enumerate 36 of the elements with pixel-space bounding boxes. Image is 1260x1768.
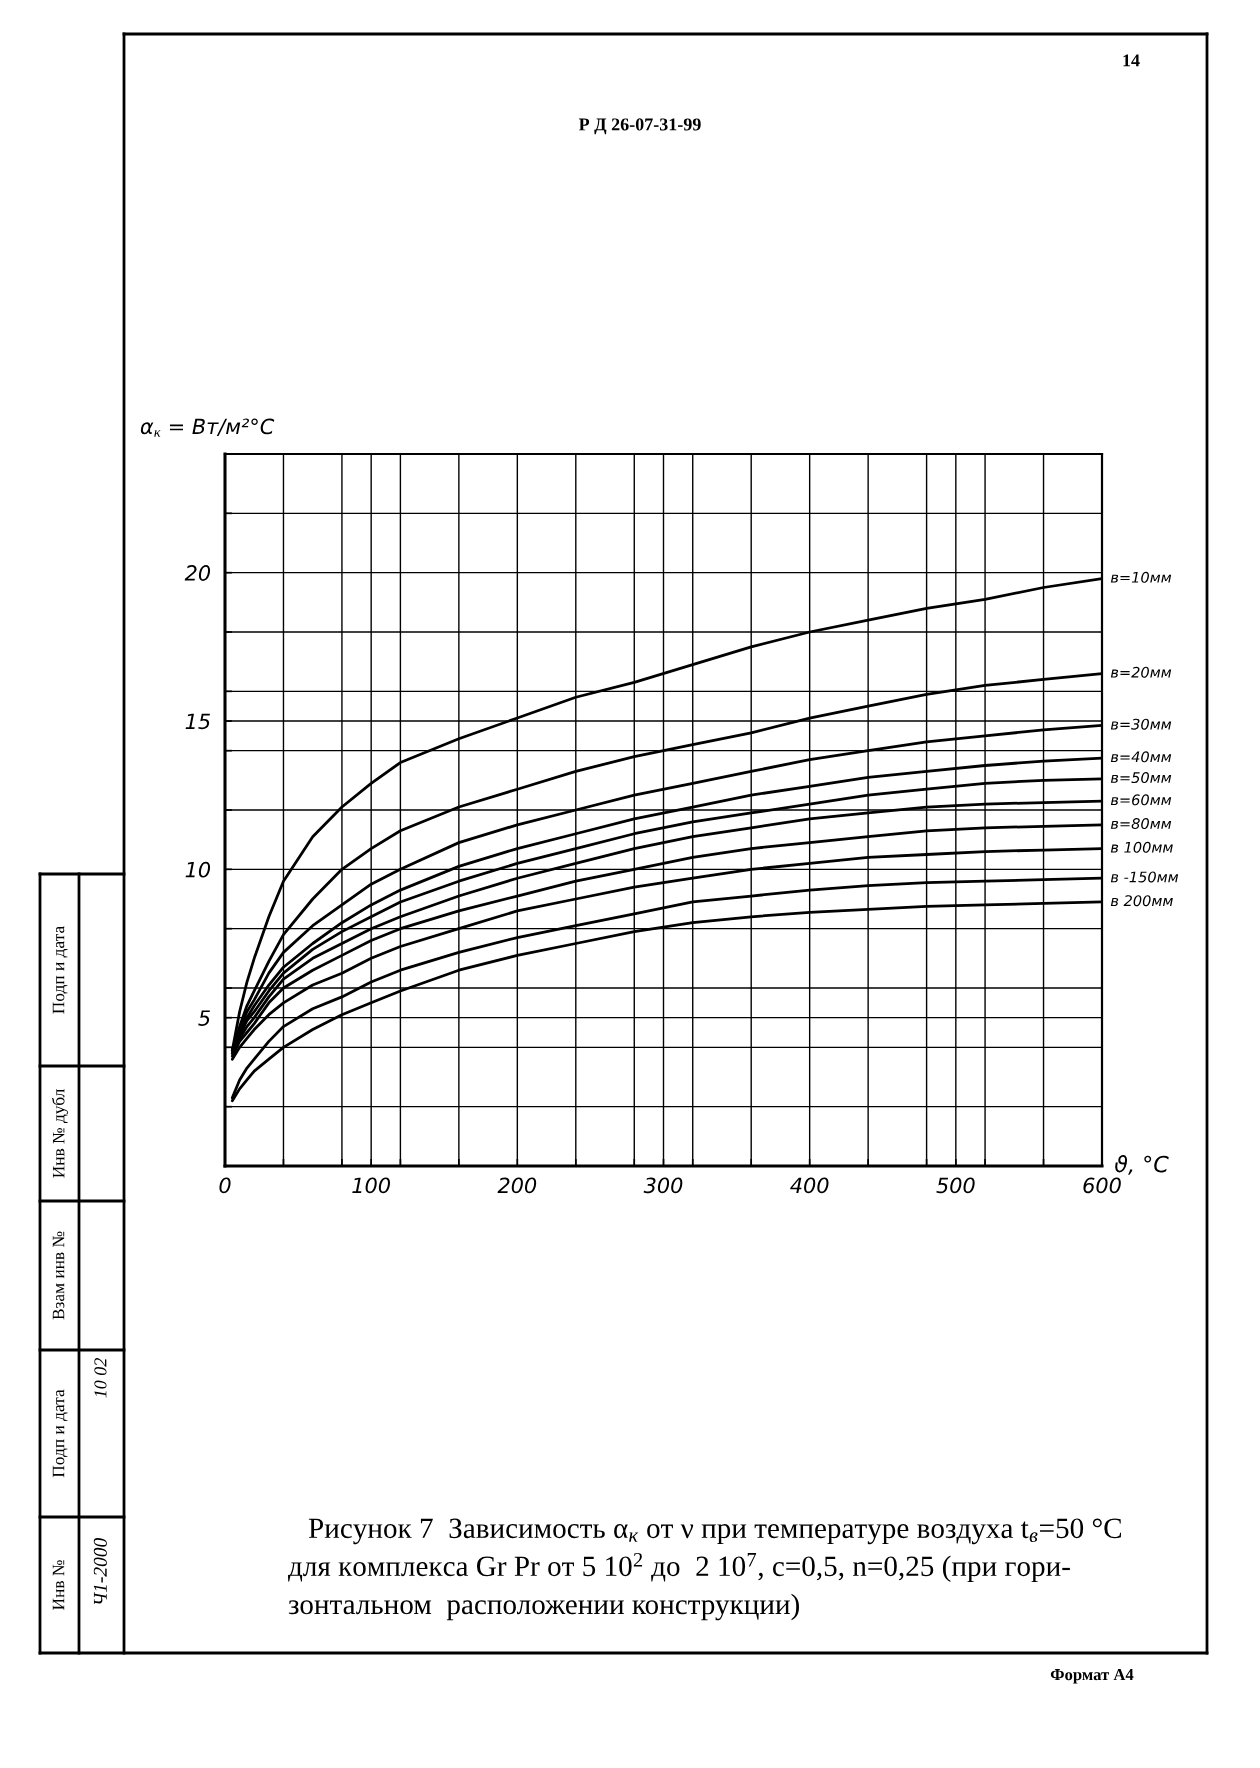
series-label: в=30мм [1110,718,1172,730]
y-tick-label: 5 [198,1010,210,1026]
series-label: в=80мм [1110,818,1172,830]
series-label: в 100мм [1110,841,1173,853]
x-tick-label: 0 [219,1177,231,1194]
x-tick-label: 300 [643,1177,683,1194]
x-tick-label: 600 [1083,1177,1121,1194]
text: Подп и дата [52,1389,68,1478]
series-label: в=40мм [1110,751,1172,763]
text: 14 [1123,54,1140,67]
text: Инв № дубл [51,1089,69,1178]
text: зонтальном расположении конструкции) [288,1593,799,1621]
x-tick-label: 500 [936,1177,975,1194]
series-label: в=50мм [1110,772,1172,784]
series-label: в=20мм [1110,666,1172,678]
text: Инв № [52,1560,65,1610]
x-tick-label: 400 [790,1177,829,1194]
chart-title: Р Д 26-07-31-99 [578,118,701,135]
x-tick-label: 100 [352,1177,390,1194]
series-label: в=60мм [1110,794,1172,806]
text: Взам инв № [52,1231,65,1320]
y-tick-label: 20 [184,565,211,581]
y-axis-title: α$_{к}$ = Вт/м²°C [140,418,275,437]
text: Ч1-2000 [93,1538,107,1605]
series-label: в 200мм [1110,895,1173,907]
text: для комплекса Gr Pr от 5 10$^{2}$ до 2 10$^{7}$, с=0,5, n=0,25 (при гори- [288,1552,1070,1583]
y-tick-label: 15 [185,713,210,730]
text: 10 02 [94,1358,107,1398]
series-label: в=10мм [1110,571,1172,583]
text: Формат А4 [1050,1669,1134,1684]
y-tick-label: 10 [185,861,211,878]
series-label: в -150мм [1110,871,1179,883]
x-tick-label: 200 [497,1177,537,1194]
text: Подп и дата [52,926,68,1014]
text: Рисунок 7 Зависимость α$_{к}$ от ν при температуре воздуха t$_{в}$=50 °C [308,1518,1122,1545]
x-axis-title: ϑ, °C [1115,1155,1169,1175]
